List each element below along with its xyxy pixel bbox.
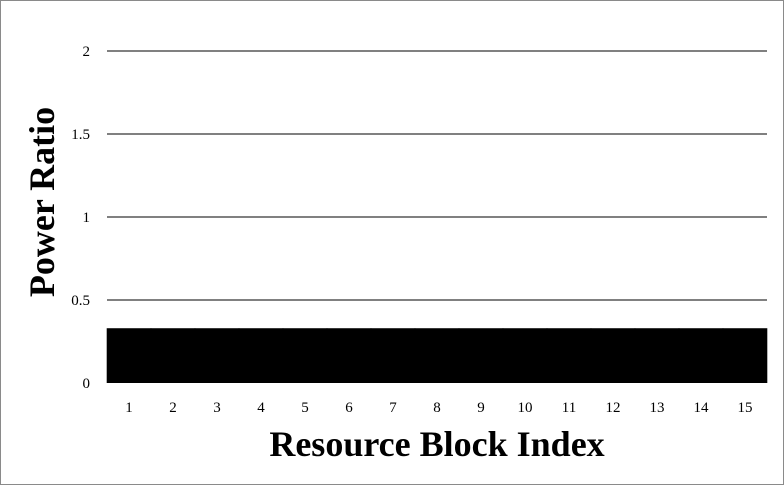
y-tick-label: 0.5 [71,293,90,309]
x-tick-label: 8 [433,400,441,416]
x-tick-label: 2 [169,400,177,416]
y-axis-title: Power Ratio [22,107,62,297]
x-tick-label: 10 [518,400,533,416]
bars [106,328,768,383]
bar [502,328,548,383]
bar [458,328,504,383]
bar [326,328,372,383]
y-tick-label: 1 [83,210,91,226]
x-tick-label: 5 [301,400,309,416]
x-axis-title: Resource Block Index [269,424,604,464]
bar [370,328,416,383]
x-tick-label: 13 [650,400,665,416]
gridlines [107,50,767,301]
bar [414,328,460,383]
x-tick-label: 12 [606,400,621,416]
bar [546,328,592,383]
x-tick-label: 14 [694,400,710,416]
bar [150,328,196,383]
x-tick-label: 6 [345,400,353,416]
bar [194,328,240,383]
y-tick-label: 2 [83,44,91,60]
bar [238,328,284,383]
y-tick-labels: 0 0.5 1 1.5 2 [71,44,90,392]
y-tick-label: 1.5 [71,127,90,143]
bar [590,328,636,383]
x-tick-label: 11 [562,400,576,416]
x-tick-label: 9 [477,400,485,416]
bar [634,328,680,383]
bar [678,328,724,383]
bar [106,328,152,383]
y-tick-label: 0 [83,376,91,392]
x-tick-label: 4 [257,400,265,416]
x-tick-label: 3 [213,400,221,416]
x-tick-label: 15 [738,400,753,416]
x-tick-label: 7 [389,400,397,416]
bar [282,328,328,383]
x-tick-labels: 1 2 3 4 5 6 7 8 9 10 11 12 13 14 15 [125,400,752,416]
bar [722,328,768,383]
x-tick-label: 1 [125,400,133,416]
